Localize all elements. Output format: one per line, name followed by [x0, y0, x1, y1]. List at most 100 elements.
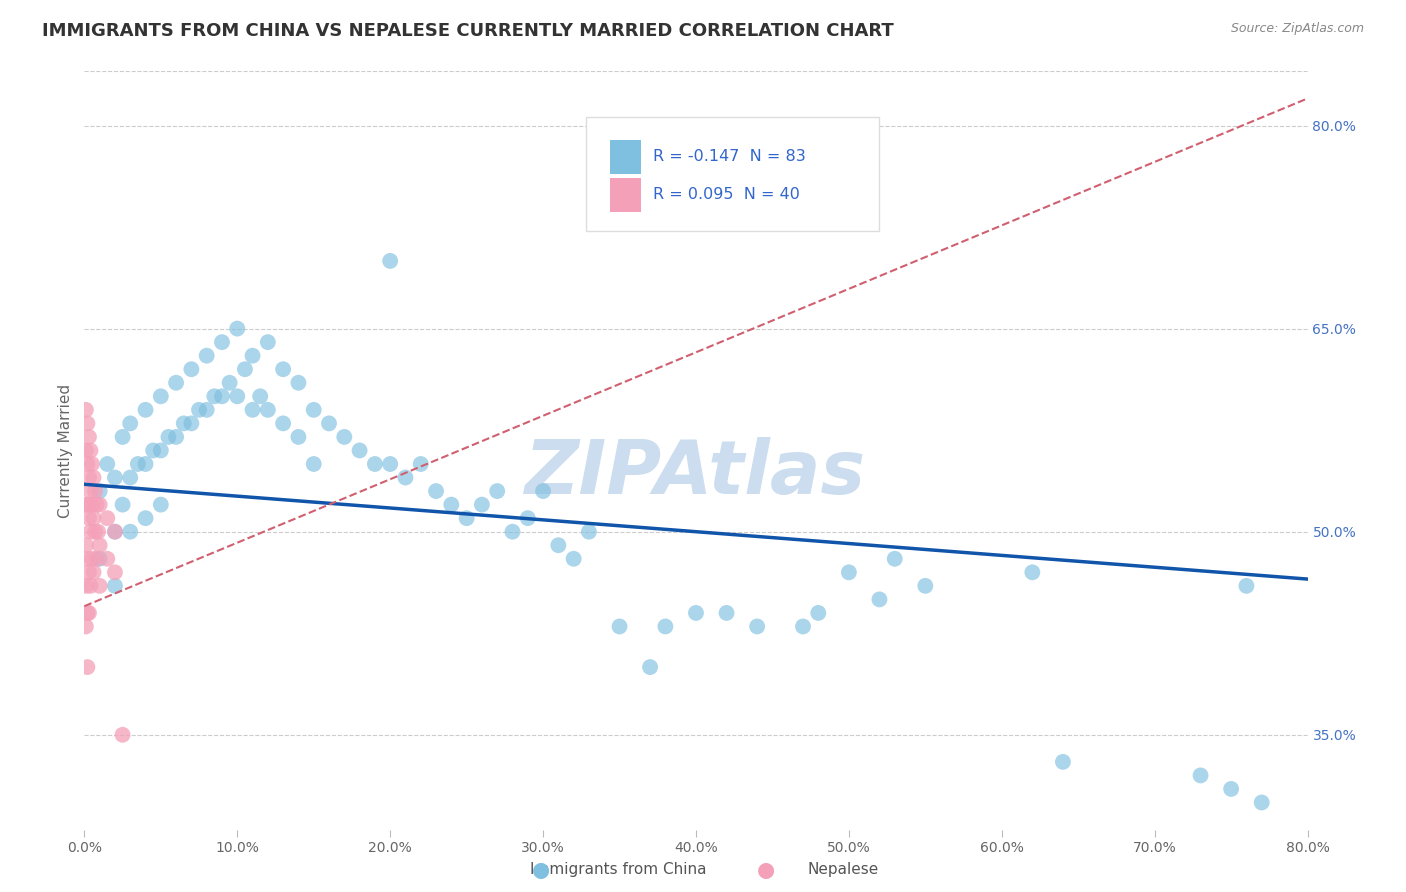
Point	[211, 335, 233, 350]
Point	[79, 524, 101, 539]
Point	[135, 402, 157, 417]
Point	[502, 524, 524, 539]
Point	[302, 402, 325, 417]
Point	[318, 417, 340, 431]
Text: Immigrants from China: Immigrants from China	[530, 863, 707, 877]
Y-axis label: Currently Married: Currently Married	[58, 384, 73, 517]
Point	[86, 498, 108, 512]
Point	[1189, 768, 1212, 782]
Point	[165, 430, 187, 444]
Text: ZIPAtlas: ZIPAtlas	[526, 437, 866, 509]
Point	[77, 606, 100, 620]
Point	[149, 443, 172, 458]
Point	[380, 457, 402, 471]
Point	[104, 524, 127, 539]
Point	[562, 551, 585, 566]
Point	[76, 457, 98, 471]
Point	[80, 498, 103, 512]
Point	[89, 538, 111, 552]
Point	[76, 606, 98, 620]
Point	[87, 524, 110, 539]
Point	[111, 498, 134, 512]
Point	[76, 417, 98, 431]
Point	[547, 538, 569, 552]
Point	[1052, 755, 1074, 769]
Point	[257, 335, 280, 350]
Point	[883, 551, 905, 566]
Point	[233, 362, 256, 376]
Point	[89, 579, 111, 593]
Point	[287, 376, 309, 390]
Point	[202, 389, 225, 403]
Point	[149, 498, 172, 512]
Point	[120, 417, 142, 431]
Point	[75, 498, 97, 512]
Point	[173, 417, 195, 431]
Text: ●: ●	[533, 860, 550, 880]
Point	[456, 511, 478, 525]
Text: IMMIGRANTS FROM CHINA VS NEPALESE CURRENTLY MARRIED CORRELATION CHART: IMMIGRANTS FROM CHINA VS NEPALESE CURREN…	[42, 22, 894, 40]
Point	[380, 254, 402, 268]
Point	[79, 443, 101, 458]
Point	[792, 619, 814, 633]
Point	[79, 579, 101, 593]
Point	[84, 484, 107, 499]
Point	[76, 498, 98, 512]
Point	[914, 579, 936, 593]
Point	[638, 660, 661, 674]
Point	[77, 470, 100, 484]
Point	[127, 457, 149, 471]
Point	[578, 524, 600, 539]
Point	[716, 606, 738, 620]
Point	[747, 619, 769, 633]
Point	[80, 457, 103, 471]
Point	[242, 349, 264, 363]
Point	[685, 606, 707, 620]
Point	[440, 498, 463, 512]
Point	[89, 498, 111, 512]
Point	[425, 484, 447, 499]
FancyBboxPatch shape	[586, 117, 880, 230]
FancyBboxPatch shape	[610, 139, 641, 174]
Point	[1021, 566, 1043, 580]
Point	[654, 619, 676, 633]
Point	[195, 349, 218, 363]
Point	[838, 566, 860, 580]
Point	[211, 389, 233, 403]
Point	[83, 511, 105, 525]
Point	[349, 443, 371, 458]
Point	[75, 619, 97, 633]
Point	[89, 484, 111, 499]
Point	[75, 579, 97, 593]
Point	[409, 457, 432, 471]
Point	[75, 402, 97, 417]
Point	[609, 619, 631, 633]
Point	[1250, 796, 1272, 810]
Point	[86, 551, 108, 566]
FancyBboxPatch shape	[610, 178, 641, 211]
Point	[180, 362, 202, 376]
Point	[287, 430, 309, 444]
Point	[80, 551, 103, 566]
Point	[75, 443, 97, 458]
Point	[96, 457, 118, 471]
Point	[120, 524, 142, 539]
Point	[257, 402, 280, 417]
Point	[195, 402, 218, 417]
Text: ●: ●	[758, 860, 775, 880]
Point	[364, 457, 387, 471]
Text: R = -0.147  N = 83: R = -0.147 N = 83	[654, 149, 806, 164]
Point	[79, 484, 101, 499]
Point	[394, 470, 416, 484]
Point	[333, 430, 356, 444]
Point	[302, 457, 325, 471]
Point	[77, 511, 100, 525]
Text: Nepalese: Nepalese	[808, 863, 879, 877]
Point	[120, 470, 142, 484]
Point	[188, 402, 211, 417]
Point	[271, 417, 294, 431]
Point	[226, 321, 249, 335]
Point	[104, 524, 127, 539]
Point	[249, 389, 271, 403]
Point	[226, 389, 249, 403]
